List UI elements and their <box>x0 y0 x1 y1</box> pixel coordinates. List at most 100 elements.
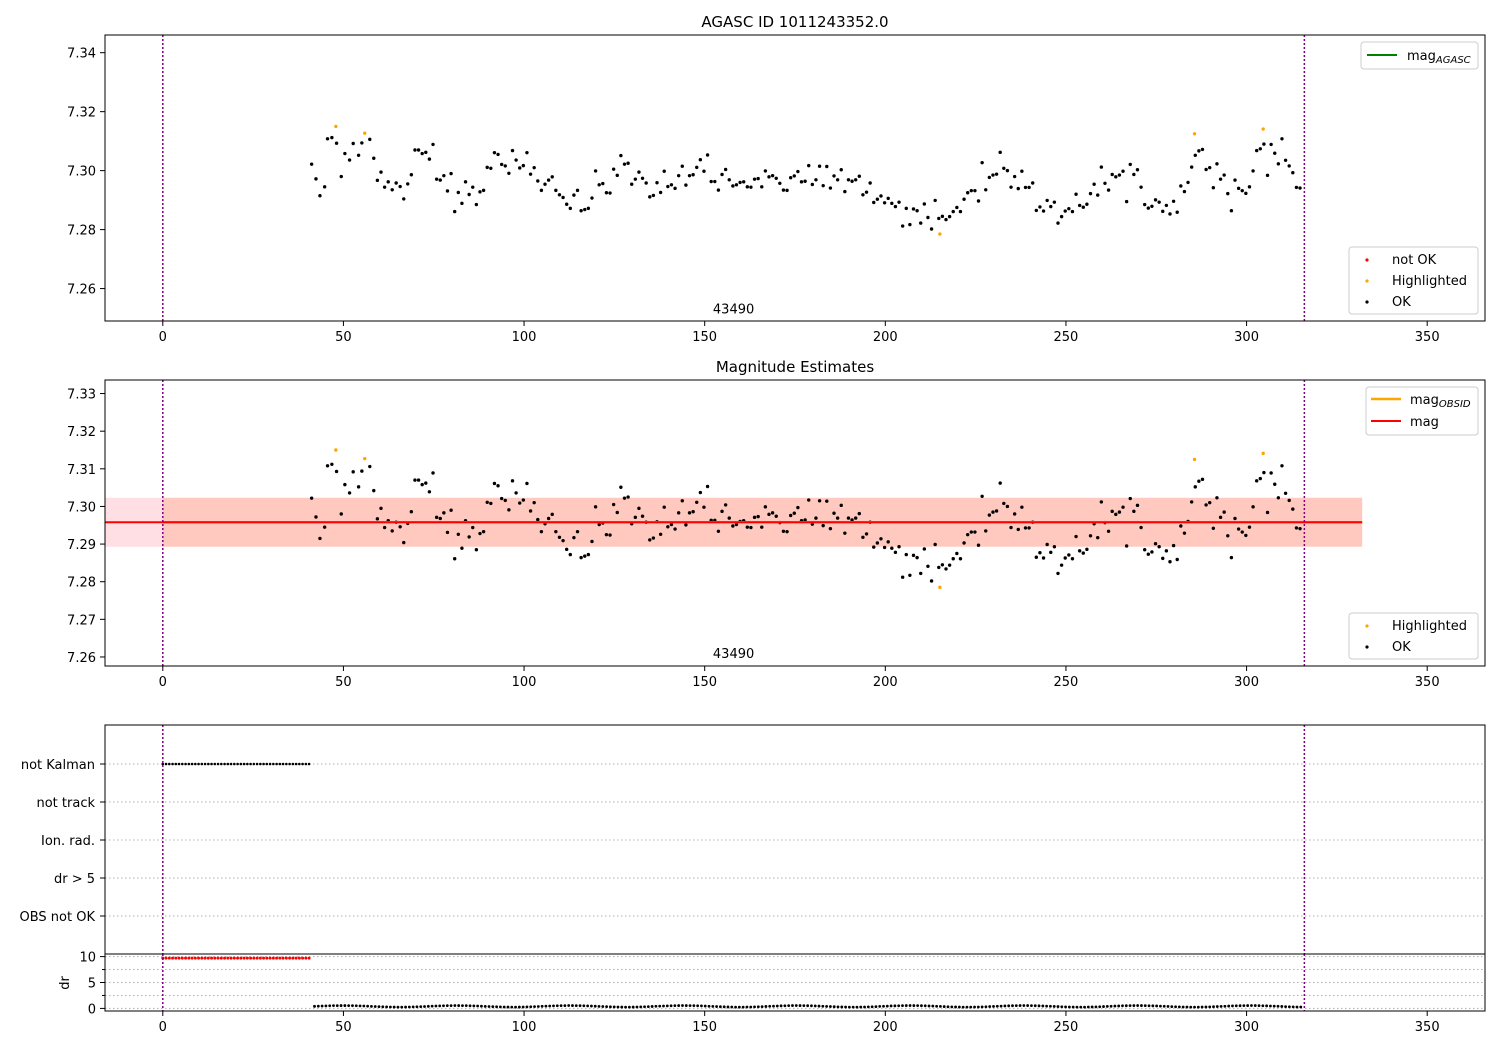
flag-point <box>161 762 165 766</box>
ok-point <box>969 188 973 193</box>
ok-point <box>452 209 457 214</box>
dr-point <box>411 1005 415 1009</box>
ok-point <box>572 193 576 197</box>
ok-point <box>879 537 883 541</box>
dr-point <box>920 1004 923 1008</box>
dr-point <box>1014 1004 1018 1008</box>
ok-point <box>1117 173 1122 177</box>
dr-point <box>1105 1005 1109 1008</box>
dr-high-point <box>294 956 298 960</box>
legend-top: magOBSID mag <box>1365 386 1479 436</box>
dr-point <box>510 1005 514 1009</box>
ok-point <box>940 563 945 567</box>
ok-point <box>1150 204 1154 209</box>
ok-point <box>713 179 717 184</box>
ok-point <box>1244 191 1248 196</box>
ok-point <box>684 523 688 527</box>
legend-dot-ok <box>1365 300 1369 304</box>
ok-point <box>687 173 692 178</box>
dr-point <box>1215 1005 1219 1008</box>
dr-point <box>635 1005 639 1009</box>
x-tick-label: 200 <box>873 675 898 690</box>
ok-point <box>583 207 587 212</box>
dr-point <box>1086 1005 1090 1009</box>
ok-point <box>1096 535 1100 540</box>
ok-point <box>1164 549 1169 553</box>
ok-point <box>788 513 793 518</box>
ok-point <box>1031 181 1035 185</box>
flag-point <box>187 762 191 766</box>
ok-point <box>861 193 865 197</box>
ok-point <box>532 500 536 505</box>
ok-point <box>821 183 825 188</box>
dr-point <box>1193 1005 1196 1009</box>
dr-point <box>351 1004 354 1008</box>
ok-point <box>882 201 887 205</box>
ok-point <box>1258 147 1262 151</box>
flag-point <box>197 762 200 766</box>
dr-point <box>373 1005 377 1008</box>
dr-point <box>1170 1005 1174 1008</box>
ok-point <box>518 501 522 505</box>
ok-point <box>481 188 486 193</box>
legend-label: Highlighted <box>1392 274 1467 289</box>
dr-high-point <box>307 956 311 960</box>
dr-point <box>502 1005 506 1009</box>
dr-point <box>669 1004 673 1008</box>
ok-point <box>1229 555 1234 560</box>
ok-point <box>1067 553 1071 557</box>
dr-point <box>957 1005 961 1009</box>
ok-point <box>702 169 706 173</box>
ok-point <box>1034 208 1039 213</box>
flag-point <box>233 762 236 766</box>
dr-point <box>995 1004 999 1008</box>
dr-point <box>525 1005 529 1009</box>
ok-point <box>1164 203 1169 208</box>
ok-point <box>908 222 912 227</box>
flag-point <box>262 762 265 766</box>
dr-point <box>1223 1004 1227 1008</box>
ok-point <box>351 141 355 146</box>
dr-high-point <box>203 956 207 960</box>
ok-point <box>1153 198 1158 202</box>
dr-point <box>404 1005 407 1009</box>
dr-point <box>1265 1004 1269 1008</box>
flag-point <box>252 762 256 766</box>
dr-point <box>498 1005 502 1009</box>
ok-point <box>579 209 583 213</box>
ok-point <box>951 209 955 214</box>
ok-point <box>738 180 742 185</box>
dr-point <box>563 1004 567 1007</box>
dr-point <box>912 1004 916 1007</box>
dr-point <box>1234 1004 1238 1008</box>
ok-point <box>382 525 387 530</box>
ok-point <box>814 516 818 520</box>
ok-point <box>828 186 833 190</box>
dr-point <box>798 1004 802 1007</box>
ok-point <box>1153 541 1158 546</box>
ok-point <box>691 173 695 177</box>
flag-point <box>164 762 168 766</box>
ok-point <box>597 522 601 527</box>
ok-point <box>705 153 710 157</box>
flag-point <box>246 762 249 766</box>
dr-point <box>662 1004 665 1008</box>
highlighted-point <box>1192 132 1197 136</box>
dr-high-point <box>164 956 168 960</box>
x-tick-label: 250 <box>1054 1020 1079 1035</box>
ok-point <box>499 496 504 501</box>
ok-point <box>339 512 343 516</box>
ok-point <box>1038 551 1042 555</box>
dr-point <box>730 1005 734 1009</box>
ok-point <box>449 508 453 512</box>
y-tick-label: 7.33 <box>67 388 96 403</box>
ok-point <box>1146 552 1151 556</box>
ok-point <box>597 183 601 187</box>
ok-point <box>882 545 887 550</box>
ok-point <box>518 166 522 170</box>
dr-point <box>847 1005 851 1009</box>
ok-point <box>604 191 609 195</box>
dr-point <box>1185 1005 1189 1009</box>
dr-point <box>445 1004 449 1008</box>
ok-point <box>427 490 432 494</box>
